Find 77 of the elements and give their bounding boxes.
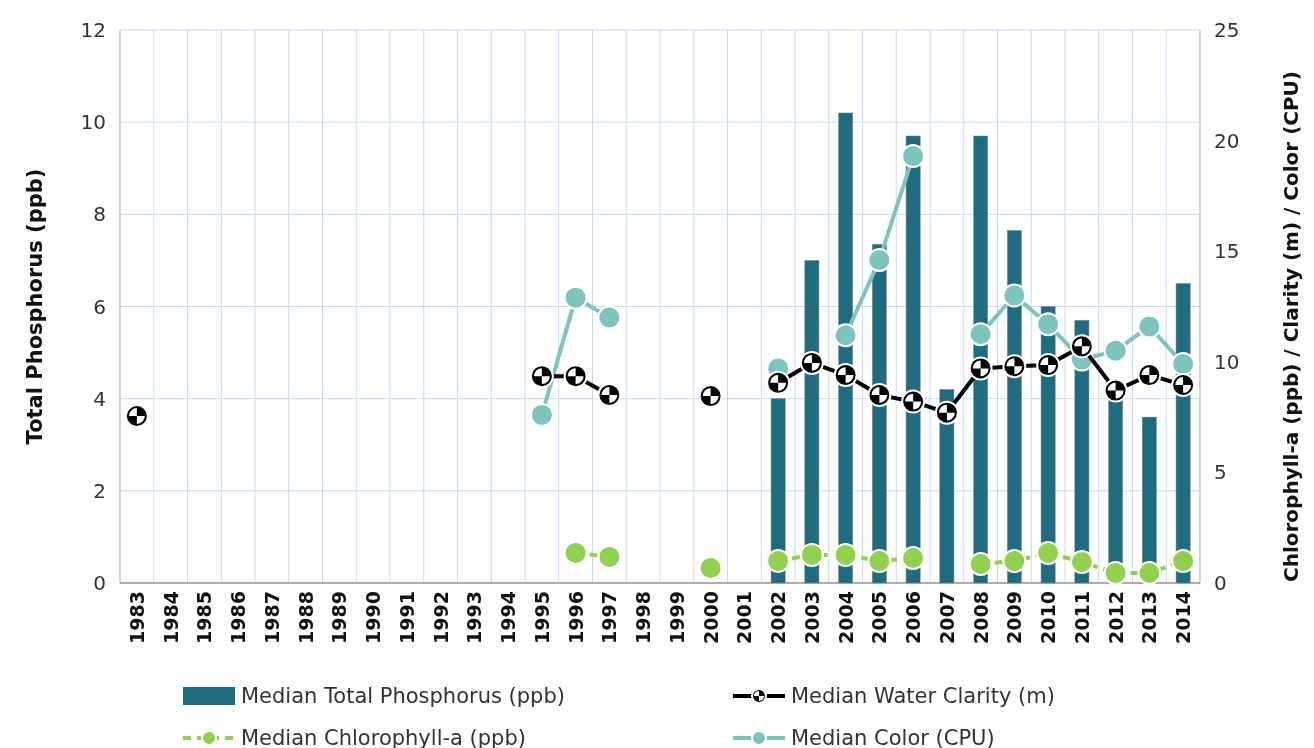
point <box>1103 338 1128 363</box>
point <box>833 323 858 348</box>
point <box>867 549 892 574</box>
x-tick-label: 1985 <box>193 591 216 644</box>
y2-axis-title: Chlorophyll-a (ppb) / Clarity (m) / Color (CPU) <box>1279 71 1303 582</box>
point <box>698 555 723 580</box>
y-axis-title: Total Phosphorus (ppb) <box>23 168 47 445</box>
point <box>867 248 892 273</box>
x-tick-label: 1984 <box>159 591 182 644</box>
point <box>1137 561 1162 586</box>
x-tick-label: 1992 <box>429 591 452 644</box>
point <box>1002 283 1027 308</box>
x-tick-label: 1989 <box>328 591 351 644</box>
point <box>1036 540 1061 565</box>
x-tick-label: 1987 <box>260 591 283 644</box>
legend-label: Median Water Clarity (m) <box>791 684 1055 708</box>
point <box>766 548 791 573</box>
point <box>1137 314 1162 339</box>
x-tick-label: 2003 <box>800 591 823 644</box>
x-tick-label: 2013 <box>1138 591 1161 644</box>
point <box>833 542 858 567</box>
point <box>901 546 926 570</box>
x-tick-label: 2000 <box>699 591 722 644</box>
x-tick-label: 1983 <box>125 591 148 644</box>
y2-tick-label: 5 <box>1214 460 1227 485</box>
x-tick-label: 2005 <box>868 591 891 644</box>
point <box>799 542 824 567</box>
x-tick-label: 2010 <box>1037 591 1060 644</box>
y-tick-label: 4 <box>93 386 106 411</box>
x-tick-label: 2004 <box>834 591 857 644</box>
x-tick-label: 1998 <box>632 591 655 644</box>
x-tick-label: 2001 <box>733 591 756 644</box>
y2-tick-label: 15 <box>1214 239 1240 264</box>
y-tick-label: 2 <box>93 478 106 503</box>
point <box>563 285 588 310</box>
x-tick-label: 2002 <box>767 591 790 644</box>
y-tick-label: 8 <box>93 202 106 227</box>
y2-tick-label: 25 <box>1214 18 1240 42</box>
x-tick-label: 1994 <box>497 591 520 644</box>
x-tick-label: 1988 <box>294 591 317 644</box>
x-tick-label: 1996 <box>564 591 587 644</box>
point <box>597 544 622 569</box>
point <box>1036 312 1061 337</box>
point <box>563 540 588 565</box>
x-tick-label: 2006 <box>902 591 925 644</box>
x-tick-label: 1999 <box>665 591 688 644</box>
x-tick-label: 2009 <box>1003 591 1026 644</box>
x-tick-label: 1990 <box>362 591 385 644</box>
x-tick-label: 1986 <box>227 591 250 644</box>
y-tick-label: 6 <box>93 294 106 319</box>
point <box>1171 549 1196 574</box>
x-tick-label: 2012 <box>1104 591 1127 644</box>
x-tick-label: 2007 <box>935 591 958 644</box>
point <box>1002 549 1027 574</box>
x-tick-label: 2008 <box>969 591 992 644</box>
legend-label: Median Color (CPU) <box>791 726 995 748</box>
y2-tick-label: 0 <box>1214 571 1227 595</box>
y2-tick-label: 20 <box>1214 128 1240 153</box>
legend-label: Median Total Phosphorus (ppb) <box>241 684 565 708</box>
point <box>901 144 926 169</box>
x-tick-label: 2011 <box>1070 591 1093 644</box>
y-tick-label: 12 <box>80 18 106 42</box>
y-tick-label: 0 <box>93 571 106 595</box>
point <box>968 551 993 576</box>
x-tick-label: 1993 <box>463 591 486 644</box>
y-tick-label: 10 <box>80 110 106 135</box>
x-tick-label: 1995 <box>530 591 553 644</box>
point <box>529 402 554 427</box>
point <box>1171 352 1196 377</box>
point <box>1069 549 1094 574</box>
x-tick-label: 2014 <box>1172 591 1195 644</box>
point <box>597 305 622 330</box>
y2-tick-label: 10 <box>1214 349 1240 374</box>
point <box>968 322 993 347</box>
x-tick-label: 1991 <box>395 591 418 644</box>
x-tick-label: 1997 <box>598 591 621 644</box>
point <box>1103 561 1128 586</box>
